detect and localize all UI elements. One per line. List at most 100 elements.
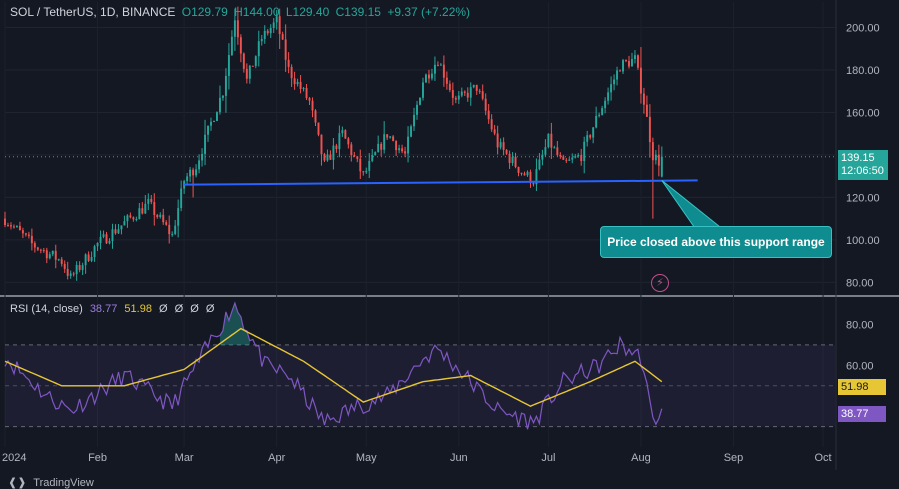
support-line[interactable] xyxy=(184,179,698,186)
candle-body xyxy=(287,59,290,67)
candle-body xyxy=(445,77,448,84)
candle-body xyxy=(84,254,87,266)
candle-body xyxy=(520,172,523,174)
candle-body xyxy=(574,156,577,158)
candle-body xyxy=(633,55,636,60)
rsi-extra-2: Ø xyxy=(174,303,184,315)
candle-body xyxy=(502,142,505,150)
candle-body xyxy=(105,234,108,244)
rsi-value: 38.77 xyxy=(89,303,118,315)
rsi-extra-1: Ø xyxy=(159,303,168,315)
rsi-line[interactable] xyxy=(4,301,663,430)
candle-body xyxy=(517,166,520,173)
candle-body xyxy=(481,91,484,99)
candle-body xyxy=(57,259,60,261)
candle-body xyxy=(138,208,141,220)
candle-body xyxy=(78,264,81,270)
candle-body xyxy=(320,134,323,155)
candle-body xyxy=(577,155,580,157)
candle-body xyxy=(508,153,511,163)
candle-body xyxy=(496,133,499,148)
candle-body xyxy=(511,156,514,163)
candle-body xyxy=(338,133,341,150)
candle-body xyxy=(433,64,436,74)
time-tick-label: Jul xyxy=(541,452,555,464)
candle-body xyxy=(189,169,192,177)
candle-body xyxy=(15,225,18,227)
candle-body xyxy=(51,250,54,255)
candle-body xyxy=(359,158,362,172)
candle-body xyxy=(523,173,526,176)
candle-body xyxy=(610,84,613,93)
candle-body xyxy=(27,234,30,236)
candle-body xyxy=(260,38,263,42)
candle-body xyxy=(562,156,565,160)
candle-body xyxy=(439,64,442,66)
candle-body xyxy=(493,129,496,134)
candle-body xyxy=(201,153,204,161)
candle-body xyxy=(648,116,651,143)
candle-body xyxy=(111,229,114,242)
candle-body xyxy=(398,148,401,151)
candle-body xyxy=(93,246,96,258)
candle-body xyxy=(377,143,380,153)
rsi-overbought-fill xyxy=(219,303,250,345)
candle-body xyxy=(430,73,433,79)
time-tick-label: Mar xyxy=(175,452,194,464)
candle-body xyxy=(177,208,180,226)
candle-body xyxy=(165,222,168,225)
candle-body xyxy=(204,134,207,154)
candle-body xyxy=(123,221,126,226)
candle-body xyxy=(451,89,454,98)
open-value: O129.79 xyxy=(181,5,228,19)
candle-body xyxy=(598,114,601,116)
candle-body xyxy=(108,241,111,244)
candle-body xyxy=(535,169,538,185)
candle-body xyxy=(12,226,15,228)
candle-body xyxy=(242,53,245,69)
rsi-tick-label: 60.00 xyxy=(846,360,874,372)
rsi-extra-4: Ø xyxy=(205,303,215,315)
candle-body xyxy=(54,250,57,260)
candle-body xyxy=(183,181,186,189)
candle-body xyxy=(75,264,78,275)
symbol-name[interactable]: SOL / TetherUS, 1D, BINANCE xyxy=(10,5,176,19)
rsi-label[interactable]: RSI (14, close) xyxy=(10,303,83,315)
candle-body xyxy=(526,171,529,176)
candle-body xyxy=(245,68,248,79)
time-tick-label: 2024 xyxy=(2,452,26,464)
candle-body xyxy=(36,247,39,250)
candle-body xyxy=(263,30,266,39)
time-tick-label: Feb xyxy=(88,452,107,464)
candle-body xyxy=(174,225,177,234)
candle-body xyxy=(317,122,320,135)
candle-body xyxy=(48,254,51,259)
candle-body xyxy=(365,170,368,173)
candle-body xyxy=(383,134,386,150)
candle-body xyxy=(42,250,45,252)
candle-body xyxy=(427,74,430,79)
candle-body xyxy=(24,233,27,235)
low-value: L129.40 xyxy=(285,5,330,19)
price-tick-label: 80.00 xyxy=(846,277,874,289)
price-tick-label: 160.00 xyxy=(846,107,880,119)
candle-body xyxy=(147,198,150,204)
lightning-bolt-icon[interactable]: ⚡ xyxy=(651,274,669,292)
candle-body xyxy=(224,75,227,96)
candle-body xyxy=(239,37,242,54)
candle-body xyxy=(463,91,466,93)
rsi-ma-line[interactable] xyxy=(4,327,663,407)
candle-body xyxy=(460,91,463,96)
rsi-tick-label: 80.00 xyxy=(846,320,874,332)
candle-body xyxy=(120,225,123,230)
time-tick-label: May xyxy=(356,452,377,464)
candle-body xyxy=(368,160,371,171)
candle-body xyxy=(159,214,162,218)
candle-body xyxy=(583,141,586,162)
candle-body xyxy=(607,92,610,101)
candle-body xyxy=(141,208,144,214)
candle-body xyxy=(114,229,117,234)
candle-body xyxy=(275,16,278,23)
branding[interactable]: ❰❱ TradingView xyxy=(8,476,94,489)
